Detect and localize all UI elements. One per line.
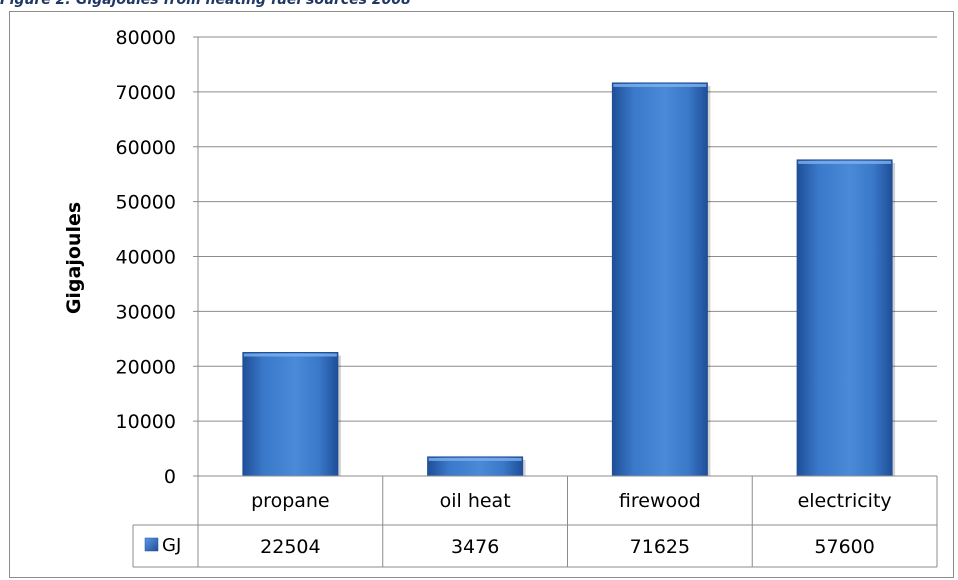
- y-tick-label: 60000: [116, 137, 176, 159]
- x-tick-label: firewood: [619, 490, 701, 512]
- x-tick-label: oil heat: [440, 490, 511, 512]
- bar-propane: [242, 352, 341, 477]
- bar: [242, 352, 339, 477]
- bar-series: [242, 82, 896, 477]
- data-table: propane 22504 oil heat 3476 firewood 71625 ele…: [132, 475, 938, 568]
- data-label: 22504: [260, 536, 320, 558]
- y-tick-label: 40000: [116, 247, 176, 269]
- bar: [796, 159, 893, 477]
- chart-frame: [9, 11, 954, 578]
- y-tick-label: 30000: [116, 301, 176, 323]
- bar-firewood: [611, 82, 711, 477]
- data-label: 71625: [630, 536, 690, 558]
- bar-top-highlight: [613, 83, 707, 87]
- bar-top-highlight: [798, 160, 892, 164]
- bar-top-highlight: [428, 457, 522, 461]
- bar-oil-heat: [427, 456, 526, 477]
- y-tick-label: 10000: [116, 411, 176, 433]
- y-tick-label: 80000: [116, 27, 176, 49]
- y-tick-label: 50000: [116, 192, 176, 214]
- data-label: 57600: [814, 536, 874, 558]
- y-tick-labels: 0 10000 20000 30000 40000 50000 60000 70000 8000…: [116, 27, 176, 488]
- y-axis-label: Gigajoules: [63, 202, 85, 314]
- bar-electricity: [796, 159, 896, 477]
- y-tick-label: 20000: [116, 356, 176, 378]
- bar: [611, 82, 708, 477]
- legend-swatch: [144, 537, 159, 552]
- legend-label: GJ: [162, 535, 181, 556]
- y-tick-label: 0: [164, 466, 176, 488]
- figure-caption: Figure 2: Gigajoules from heating fuel s…: [0, 0, 411, 8]
- bar-top-highlight: [243, 353, 337, 357]
- y-tick-label: 70000: [116, 82, 176, 104]
- x-tick-label: propane: [251, 490, 330, 512]
- data-label: 3476: [451, 536, 499, 558]
- x-tick-label: electricity: [798, 490, 892, 512]
